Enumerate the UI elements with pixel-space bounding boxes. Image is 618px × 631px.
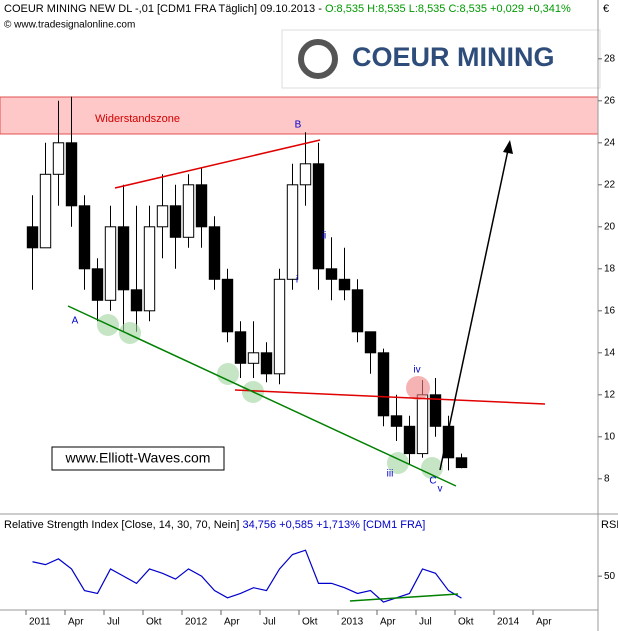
y-tick-label: 28 — [604, 53, 616, 64]
candle-body — [442, 425, 455, 459]
candle-body — [65, 142, 78, 207]
candle-body — [338, 278, 351, 291]
zone-label: Widerstandszone — [95, 113, 180, 125]
candle-body — [130, 289, 143, 312]
candle-body — [234, 331, 247, 364]
x-tick-label: Apr — [380, 617, 396, 628]
wave-label: iii — [387, 469, 394, 480]
y-tick-label: 14 — [604, 347, 616, 358]
x-tick-label: 2014 — [497, 617, 520, 628]
candle-body — [78, 205, 91, 270]
y-tick-label: 26 — [604, 95, 616, 106]
candle-body — [403, 425, 416, 455]
support-circles — [97, 314, 443, 479]
candle-body — [143, 226, 156, 312]
y-tick-label: 18 — [604, 263, 616, 274]
quote: 34,756 +0,585 +1,713% [CDM1 FRA] — [242, 519, 425, 531]
rsi-axis-label: RSI — [601, 519, 618, 531]
candle-body — [195, 184, 208, 228]
forecast-arrow — [439, 149, 509, 471]
quote: O:8,535 H:8,535 L:8,535 C:8,535 +0,029 +… — [325, 3, 571, 15]
x-tick-label: 2012 — [185, 617, 208, 628]
candle-body — [26, 226, 39, 249]
x-tick-label: Jul — [263, 617, 276, 628]
wave-label: B — [295, 120, 302, 131]
candle-body — [364, 331, 377, 354]
trend-line — [114, 139, 321, 189]
title: Relative Strength Index [Close, 14, 30, … — [4, 519, 239, 531]
arrow-head — [503, 140, 513, 154]
candle-body — [273, 278, 286, 375]
x-tick-label: Okt — [458, 617, 474, 628]
y-tick-label: 50 — [604, 571, 616, 582]
candle-body — [182, 184, 195, 238]
wave-label: iv — [413, 365, 420, 376]
candle-body — [286, 184, 299, 280]
candle-body — [429, 394, 442, 427]
x-tick-label: Jul — [107, 617, 120, 628]
candle-body — [455, 457, 468, 469]
y-tick-label: 16 — [604, 305, 616, 316]
candle-body — [416, 394, 429, 455]
candle-body — [156, 205, 169, 228]
watermark-box — [51, 446, 225, 471]
candle-body — [104, 226, 117, 301]
x-tick-label: Apr — [536, 617, 552, 628]
candle-body — [169, 205, 182, 238]
candle-body — [351, 289, 364, 333]
wave-label: ii — [322, 231, 326, 242]
title: COEUR MINING NEW DL -,01 [CDM1 FRA Tägli… — [4, 3, 322, 15]
candle-body — [39, 173, 52, 249]
x-tick-label: Okt — [146, 617, 162, 628]
wave-label: A — [72, 316, 79, 327]
candle-body — [260, 352, 273, 375]
candle-body — [117, 226, 130, 291]
candle-body — [299, 163, 312, 186]
wave-label: i — [296, 275, 298, 286]
candle-body — [377, 352, 390, 417]
logo-text: COEUR MINING — [352, 42, 555, 72]
x-tick-label: Apr — [68, 617, 84, 628]
currency: € — [603, 3, 609, 15]
candle-body — [247, 352, 260, 364]
rsi-trend-line — [349, 593, 459, 602]
y-tick-label: 20 — [604, 221, 616, 232]
chart-title: COEUR MINING NEW DL -,01 [CDM1 FRA Tägli… — [4, 3, 571, 15]
trend-line — [234, 389, 546, 405]
y-tick-label: 12 — [604, 389, 616, 400]
y-tick-label: 10 — [604, 431, 616, 442]
support-line — [67, 305, 457, 487]
wave-label: v — [438, 484, 443, 495]
subtitle: © www.tradesignalonline.com — [4, 20, 135, 31]
x-tick-label: 2013 — [341, 617, 364, 628]
candle-body — [91, 268, 104, 301]
candle-body — [312, 163, 325, 270]
candle-body — [221, 278, 234, 333]
y-tick-label: 24 — [604, 137, 616, 148]
marks: 8 10 12 14 16 18 20 22 24 26 28 50 2011 Apr Jul Okt 2012… — [25, 53, 616, 628]
x-tick-label: Jul — [419, 617, 432, 628]
resistance-zone — [0, 96, 599, 135]
rsi-title: Relative Strength Index [Close, 14, 30, … — [4, 519, 425, 531]
candle-body — [208, 226, 221, 280]
x-tick-label: Okt — [302, 617, 318, 628]
candle-body — [325, 268, 338, 280]
candle-body — [390, 415, 403, 427]
y-tick-label: 22 — [604, 179, 616, 190]
watermark: www.Elliott-Waves.com — [65, 450, 211, 466]
wave-circle — [406, 376, 430, 400]
x-tick-label: 2011 — [29, 617, 51, 628]
overlays: www.Elliott-Waves.com Widerstandszone — [51, 113, 546, 602]
candle-body — [52, 142, 65, 175]
y-tick-label: 8 — [604, 473, 610, 484]
rsi-line — [32, 549, 462, 603]
logo-icon — [298, 39, 338, 79]
wave-label: C — [429, 476, 436, 487]
x-tick-label: Apr — [224, 617, 240, 628]
